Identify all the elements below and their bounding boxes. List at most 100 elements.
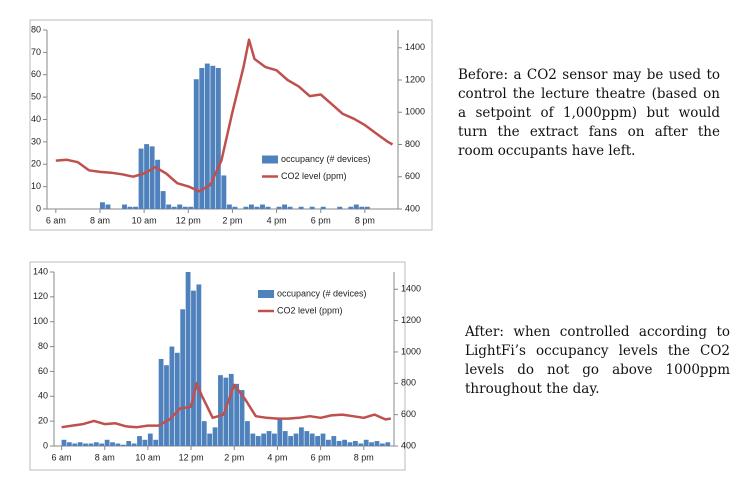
bar [188,206,194,209]
bar [282,431,288,446]
bar [142,439,148,446]
bar [254,206,260,209]
legend-label: CO2 level (ppm) [277,305,343,315]
legend-label: occupancy (# devices) [281,154,371,164]
bar [348,206,354,209]
bar [320,433,326,446]
bar [363,439,369,446]
x-tick-label: 6 am [52,452,72,462]
y2-tick-label: 600 [401,409,416,419]
caption: Before: a CO2 sensor may be used to cont… [458,67,720,159]
bar [158,359,164,446]
y-tick-label: 0 [36,203,41,213]
bar [232,206,238,209]
bar [243,206,249,209]
bar [298,206,304,209]
y-tick-label: 80 [31,24,41,34]
bar [337,206,343,209]
y-tick-label: 140 [33,266,48,276]
bar [133,206,139,209]
bar [228,373,234,446]
x-tick-label: 4 pm [267,452,287,462]
y2-tick-label: 1200 [401,315,421,325]
bar [221,175,227,209]
bar [196,284,202,446]
bar [138,148,144,209]
bar [201,421,207,446]
bar [66,442,72,446]
x-tick-label: 4 pm [267,215,287,225]
y-tick-label: 20 [31,159,41,169]
bar [336,441,342,446]
bar [144,144,150,209]
y-tick-label: 20 [38,416,48,426]
bar [385,442,391,446]
bar [331,436,337,446]
bar [164,365,169,446]
bar [191,290,196,446]
x-tick-label: 12 pm [179,452,204,462]
bar [61,439,67,446]
bar [309,433,315,446]
bar [115,443,121,446]
x-tick-label: 10 am [132,215,157,225]
bar [260,204,265,209]
legend-label: CO2 level (ppm) [281,171,347,181]
bar [326,439,331,446]
y-tick-label: 120 [33,291,48,301]
bar [218,375,223,446]
x-tick-label: 8 am [90,215,110,225]
bar [199,68,205,209]
x-tick-label: 6 pm [311,215,331,225]
bar [320,206,326,209]
y-tick-label: 60 [31,69,41,79]
bar [105,204,111,209]
bar [99,202,105,209]
bar [223,377,229,446]
bar [358,443,364,446]
y2-tick-label: 1400 [401,284,421,294]
y-tick-label: 80 [38,341,48,351]
bar [182,206,188,209]
bar [77,442,83,446]
bar [104,439,110,446]
bar [250,433,256,446]
bar [137,436,142,446]
x-tick-label: 6 pm [311,452,331,462]
bar [212,427,218,446]
bar [110,442,115,446]
bar [293,433,299,446]
x-tick-label: 2 pm [224,452,244,462]
y2-tick-label: 800 [401,378,416,388]
x-tick-label: 8 am [95,452,115,462]
bar [276,206,282,209]
bar [127,206,133,209]
bar [359,206,365,209]
bar [288,436,294,446]
bar [177,204,183,209]
y-tick-label: 40 [31,114,41,124]
bar [342,439,347,446]
bar [180,309,186,446]
legend-swatch [262,155,278,164]
y-tick-label: 0 [43,440,48,450]
y-tick-label: 10 [31,181,41,191]
bar [369,442,374,446]
x-tick-label: 8 pm [355,215,375,225]
x-tick-label: 2 pm [222,215,242,225]
bar [166,204,172,209]
bar [185,272,191,446]
chart-frame [29,19,433,231]
bar [277,418,283,446]
bar [169,346,175,446]
caption: After: when controlled according to Ligh… [465,324,730,397]
y-tick-label: 30 [31,136,41,146]
line [55,38,394,193]
y-tick-label: 70 [31,47,41,57]
y-tick-label: 60 [38,366,48,376]
y2-tick-label: 400 [405,203,420,213]
bar [282,204,288,209]
bar [147,433,153,446]
bar [265,206,271,209]
